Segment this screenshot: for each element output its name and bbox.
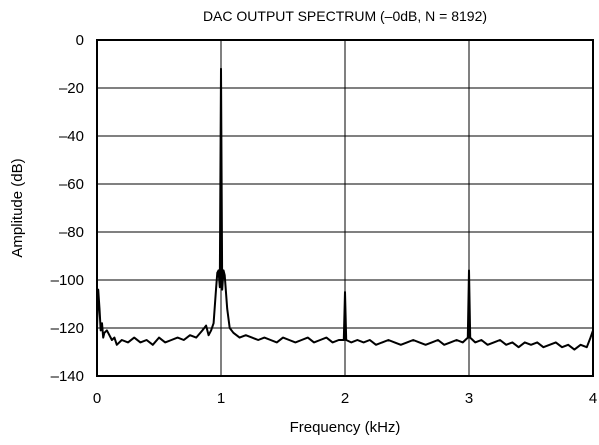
y-tick-label: –40 [59,128,84,145]
x-tick-label: 2 [341,390,349,407]
plot-frame [96,39,594,377]
x-tick-label: 4 [589,390,597,407]
chart-title: DAC OUTPUT SPECTRUM (–0dB, N = 8192) [203,8,487,24]
spectrum-series-line [96,67,594,351]
y-tick-label: 0 [76,32,84,49]
y-tick-label: –80 [59,224,84,241]
x-tick-label: 3 [465,390,473,407]
y-axis-label: Amplitude (dB) [9,158,26,257]
x-tick-label: 0 [93,390,101,407]
y-tick-label: –60 [59,176,84,193]
x-tick-label: 1 [217,390,225,407]
y-tick-label: –20 [59,80,84,97]
y-tick-label: –120 [51,320,84,337]
y-tick-label: –100 [51,272,84,289]
series-group [96,67,594,351]
y-tick-label: –140 [51,368,84,385]
x-axis-label: Frequency (kHz) [290,419,401,436]
x-tick-labels: 0 1 2 3 4 [93,390,597,407]
y-tick-labels: 0 –20 –40 –60 –80 –100 –120 –140 [51,32,84,385]
